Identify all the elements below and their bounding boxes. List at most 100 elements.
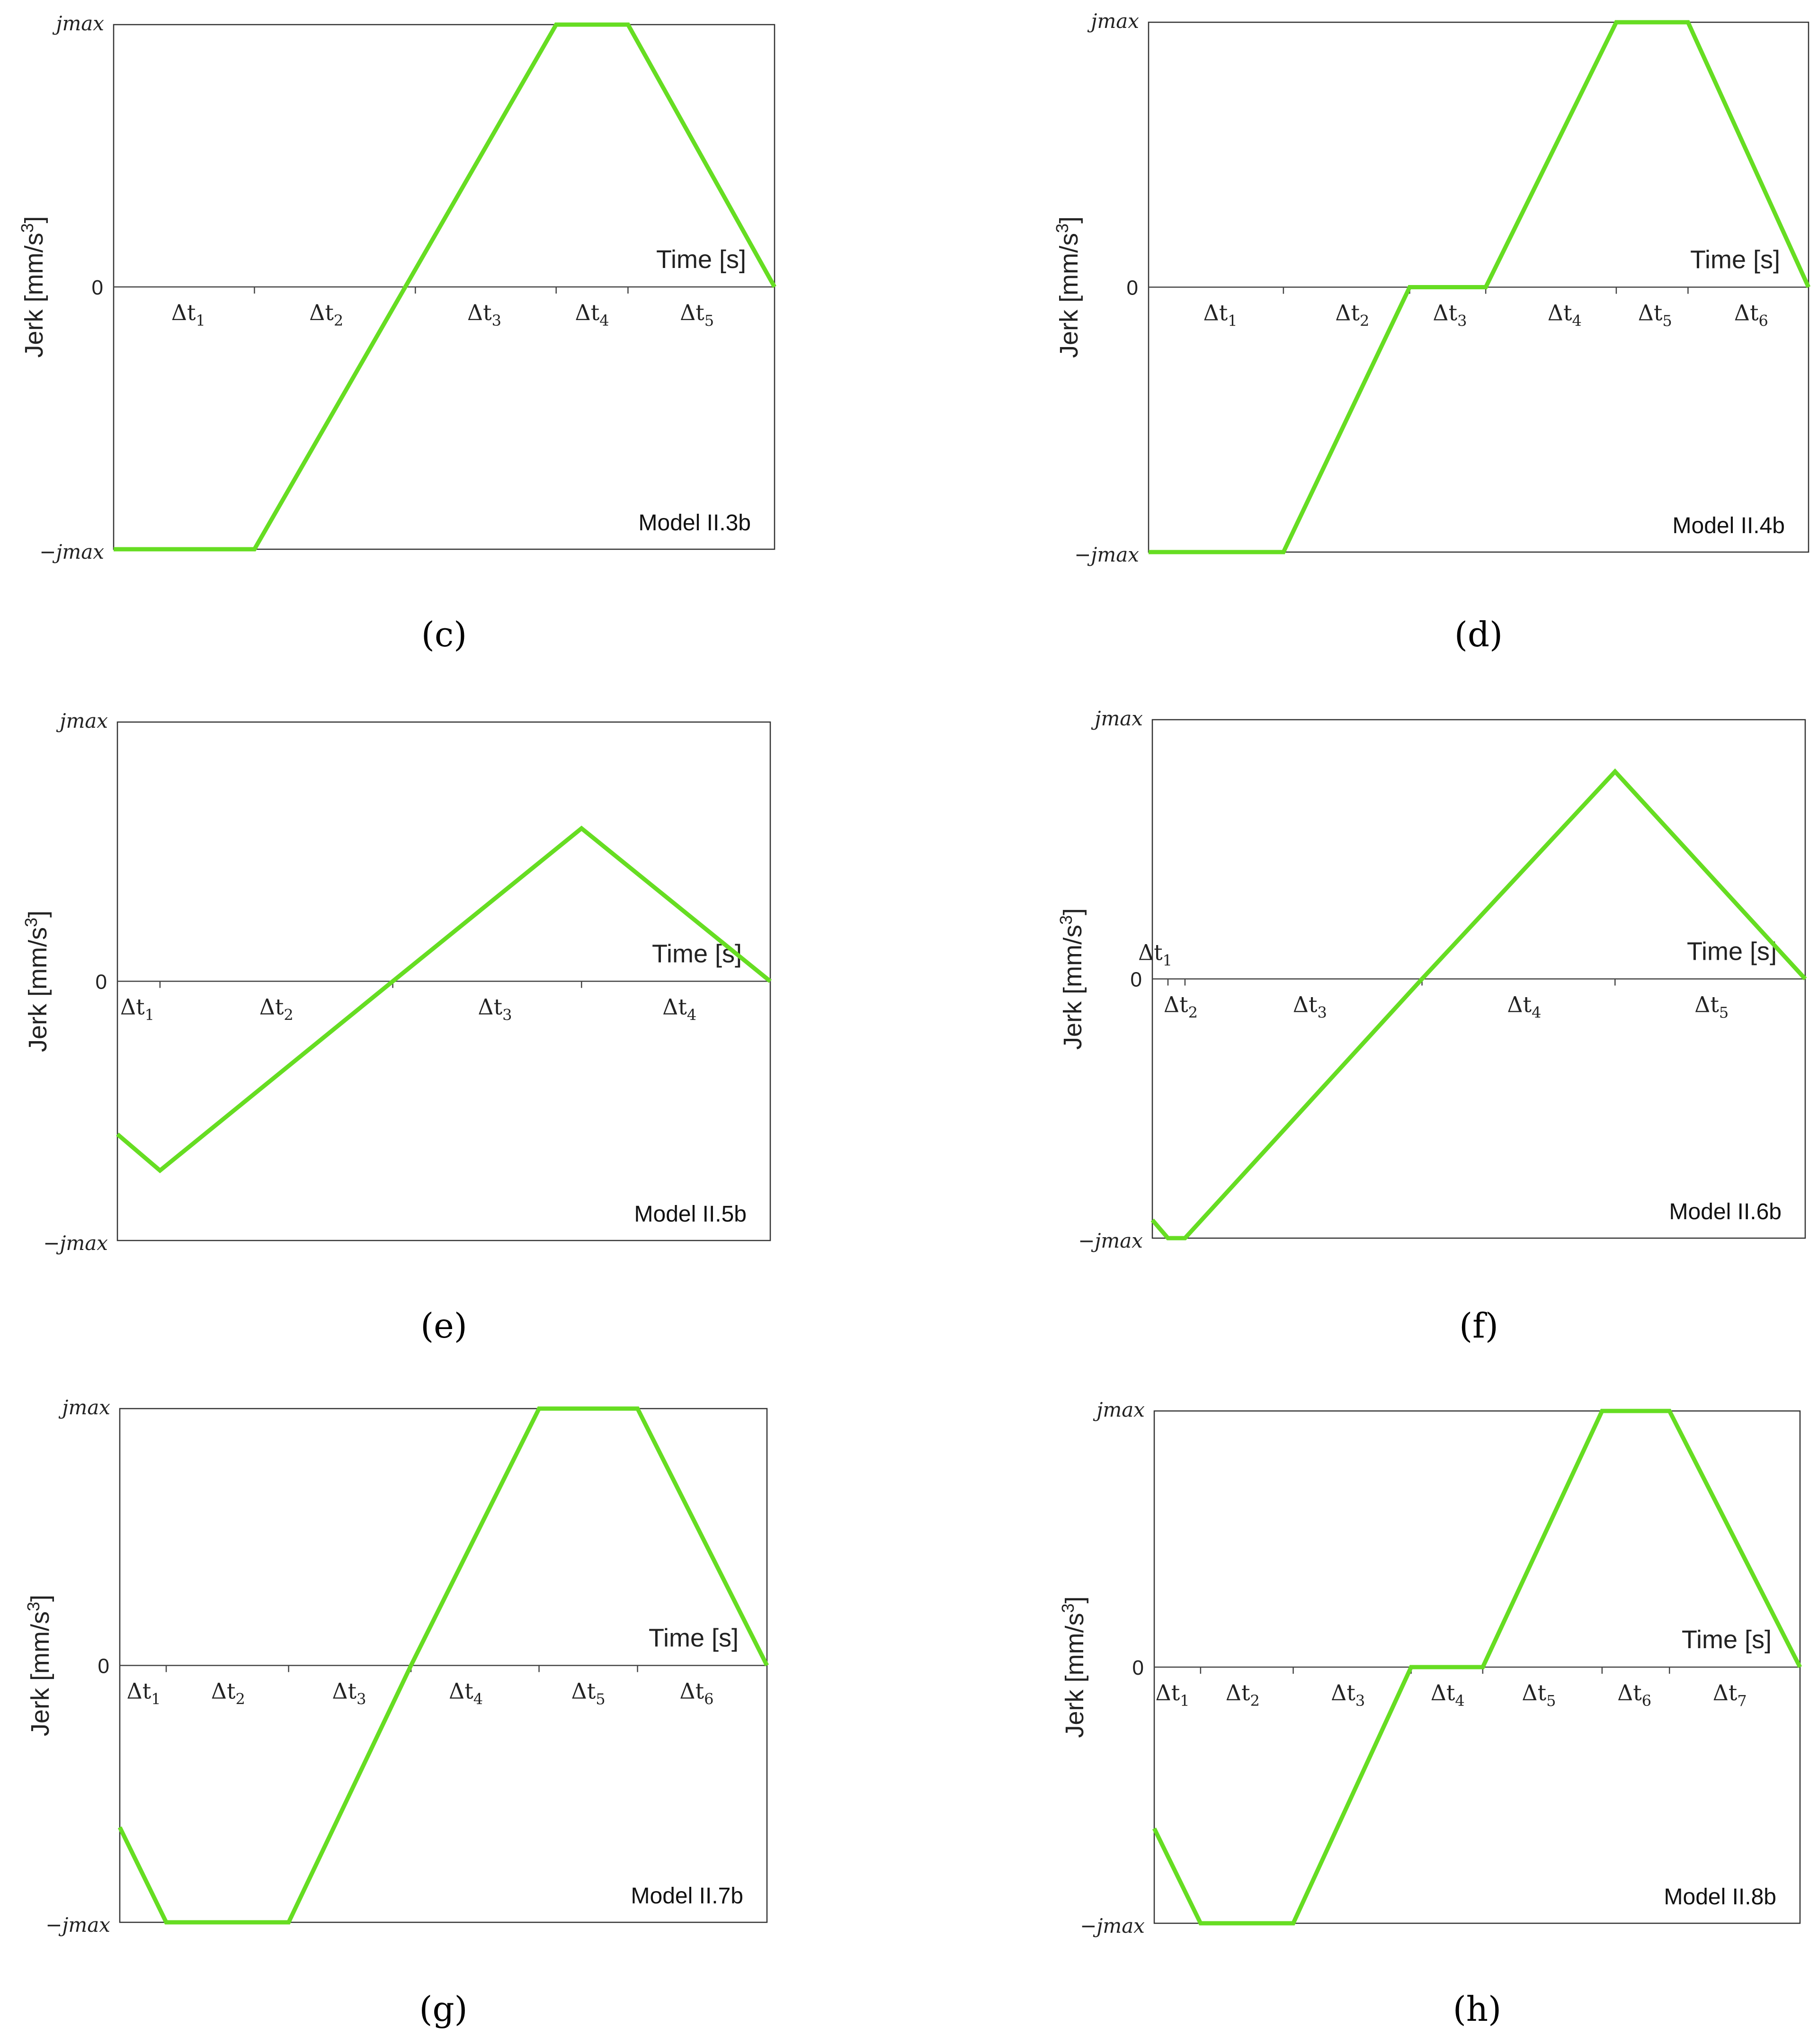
interval-label-subscript: 1 xyxy=(151,1690,160,1708)
y-axis-label: Jerk [mm/s3] xyxy=(1056,908,1087,1050)
interval-label-subscript: 1 xyxy=(1180,1692,1189,1710)
interval-label-subscript: 2 xyxy=(1188,1004,1198,1022)
interval-label: Δt7 xyxy=(1713,1680,1747,1710)
interval-label-subscript: 1 xyxy=(1163,952,1172,970)
y-axis-label-main: Jerk [mm/s xyxy=(1059,925,1087,1050)
interval-label-symbol: Δt xyxy=(1713,1680,1738,1705)
interval-label-symbol: Δt xyxy=(1617,1680,1642,1705)
interval-label: Δt4 xyxy=(1431,1680,1465,1710)
interval-label: Δt6 xyxy=(679,1678,713,1708)
x-axis-label: Time [s] xyxy=(649,1624,739,1652)
interval-label-symbol: Δt xyxy=(1293,992,1318,1018)
interval-label-subscript: 2 xyxy=(236,1690,245,1708)
jerk-series-line xyxy=(117,1406,769,1925)
interval-label: Δt4 xyxy=(1548,300,1582,330)
interval-label-subscript: 3 xyxy=(1457,312,1467,330)
interval-label: Δt5 xyxy=(1694,992,1729,1022)
ytick-label-zero: 0 xyxy=(92,276,103,299)
interval-label-subscript: 2 xyxy=(334,312,343,330)
interval-label-subscript: 5 xyxy=(1662,312,1672,330)
interval-label-subscript: 5 xyxy=(1719,1004,1729,1022)
interval-label: Δt2 xyxy=(259,994,294,1024)
panel-caption-text: (g) xyxy=(419,1989,467,2029)
interval-label: Δt5 xyxy=(680,300,714,330)
model-label: Model II.3b xyxy=(639,510,751,536)
jerk-series-line xyxy=(1149,20,1811,554)
interval-label: Δt3 xyxy=(1433,300,1467,330)
interval-label-symbol: Δt xyxy=(449,1678,473,1704)
interval-label-symbol: Δt xyxy=(1431,1680,1455,1705)
interval-label-symbol: Δt xyxy=(1433,300,1457,326)
interval-label-subscript: 4 xyxy=(1532,1004,1541,1022)
interval-label-symbol: Δt xyxy=(211,1678,236,1704)
interval-label-subscript: 3 xyxy=(492,312,501,330)
ytick-label-jmax-text: jmax xyxy=(1091,707,1143,730)
panel-caption: (f) xyxy=(1459,1306,1498,1346)
ytick-label-neg-jmax: −jmax xyxy=(39,540,104,563)
interval-label-subscript: 3 xyxy=(1317,1004,1327,1022)
y-axis-label-superscript: 3 xyxy=(1058,1603,1078,1613)
interval-label: Δt5 xyxy=(1522,1680,1556,1710)
y-axis-label-main: Jerk [mm/s xyxy=(24,927,52,1052)
y-axis-label-close: ] xyxy=(26,1595,54,1602)
interval-label: Δt1 xyxy=(120,994,154,1024)
ytick-label-jmax-text: jmax xyxy=(1087,9,1139,33)
ytick-label-jmax: jmax xyxy=(58,1396,110,1419)
y-axis-label-close: ] xyxy=(1055,216,1083,223)
interval-label: Δt1 xyxy=(171,300,205,330)
interval-label: Δt1 xyxy=(1203,300,1237,330)
panel-caption-text: (d) xyxy=(1454,615,1503,654)
ytick-label-zero: 0 xyxy=(96,971,107,994)
panel-caption: (d) xyxy=(1454,615,1503,654)
jerk-series-line xyxy=(1152,1409,1802,1926)
interval-label-symbol: Δt xyxy=(120,994,145,1020)
interval-label: Δt4 xyxy=(575,300,609,330)
interval-label-symbol: Δt xyxy=(575,300,600,325)
interval-label-subscript: 4 xyxy=(1455,1692,1464,1710)
y-axis-label: Jerk [mm/s3] xyxy=(18,216,48,357)
interval-label-symbol: Δt xyxy=(1203,300,1228,326)
interval-label-subscript: 2 xyxy=(1360,312,1369,330)
interval-label: Δt3 xyxy=(478,994,512,1024)
ytick-label-zero: 0 xyxy=(1132,1656,1144,1679)
interval-label-subscript: 3 xyxy=(502,1006,512,1024)
interval-label-symbol: Δt xyxy=(1522,1680,1546,1705)
y-axis-label-superscript: 3 xyxy=(21,918,41,927)
ytick-label-jmax-text: jmax xyxy=(1093,1398,1145,1421)
interval-label-subscript: 6 xyxy=(704,1690,713,1708)
ytick-label-jmax-text: jmax xyxy=(58,1396,110,1419)
interval-label-symbol: Δt xyxy=(332,1678,356,1704)
y-axis-label-close: ] xyxy=(1059,908,1087,915)
panel-caption: (c) xyxy=(421,615,467,654)
interval-label: Δt3 xyxy=(332,1678,366,1708)
interval-label-symbol: Δt xyxy=(1156,1680,1180,1705)
y-axis-label: Jerk [mm/s3] xyxy=(24,1595,54,1736)
interval-label-subscript: 4 xyxy=(1572,312,1582,330)
interval-label-subscript: 3 xyxy=(1355,1692,1365,1710)
interval-label: Δt3 xyxy=(1331,1680,1365,1710)
interval-label-subscript: 5 xyxy=(1546,1692,1556,1710)
y-axis-label-superscript: 3 xyxy=(18,223,37,232)
y-axis-label: Jerk [mm/s3] xyxy=(21,910,52,1052)
model-label: Model II.5b xyxy=(634,1202,747,1227)
ytick-label-neg-jmax: −jmax xyxy=(1080,1914,1145,1937)
jerk-series-line xyxy=(114,22,776,552)
y-axis-label-superscript: 3 xyxy=(1052,223,1072,233)
interval-label: Δt4 xyxy=(1507,992,1541,1022)
ytick-label-jmax: jmax xyxy=(1091,707,1143,730)
interval-label-subscript: 2 xyxy=(1250,1692,1259,1710)
interval-label: Δt1 xyxy=(1138,940,1172,970)
panel-caption: (e) xyxy=(420,1306,467,1346)
interval-label-symbol: Δt xyxy=(1226,1680,1250,1705)
panel-caption-text: (h) xyxy=(1453,1989,1502,2029)
interval-label-symbol: Δt xyxy=(1331,1680,1355,1705)
interval-label-subscript: 7 xyxy=(1737,1692,1747,1710)
ytick-label-jmax-text: jmax xyxy=(52,12,104,35)
x-axis-label: Time [s] xyxy=(1687,937,1777,966)
y-axis-label-main: Jerk [mm/s xyxy=(20,233,48,358)
interval-label: Δt6 xyxy=(1617,1680,1651,1710)
interval-label: Δt2 xyxy=(309,300,343,330)
